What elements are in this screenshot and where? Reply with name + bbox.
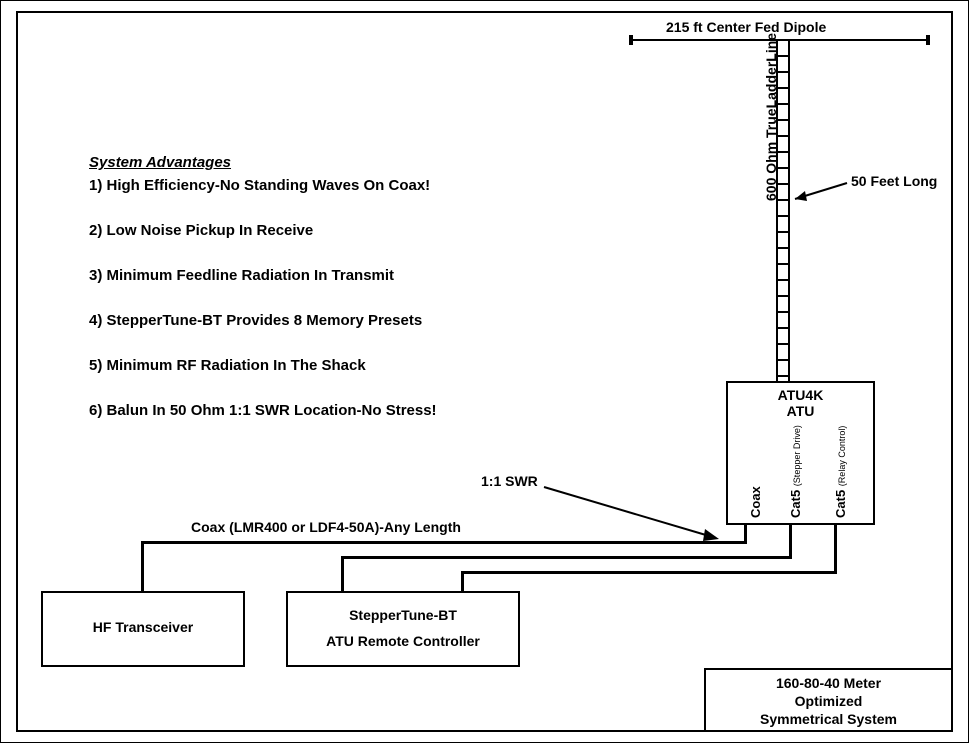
atu-title-2: ATU — [728, 403, 873, 419]
advantages-heading: System Advantages — [89, 154, 231, 171]
advantage-item: 6) Balun In 50 Ohm 1:1 SWR Location-No S… — [89, 402, 437, 419]
steppertune-label-2: ATU Remote Controller — [288, 633, 518, 649]
coax-wire-h — [141, 541, 747, 544]
advantage-item: 5) Minimum RF Radiation In The Shack — [89, 357, 366, 374]
cat5b-wire-v1 — [834, 523, 837, 573]
diagram-canvas: 215 ft Center Fed Dipole 600 Ohm TrueLad… — [0, 0, 969, 743]
advantage-item: 2) Low Noise Pickup In Receive — [89, 222, 313, 239]
cat5b-wire-h — [461, 571, 837, 574]
atu-title-1: ATU4K — [728, 387, 873, 403]
hf-transceiver-label: HF Transceiver — [43, 619, 243, 635]
coax-wire-v2 — [141, 541, 144, 593]
title-box: 160-80-40 Meter Optimized Symmetrical Sy… — [704, 668, 953, 732]
cat5b-wire-v2 — [461, 571, 464, 593]
atu-port-cat5a: Cat5 (Stepper Drive) — [788, 425, 803, 518]
hf-transceiver-box: HF Transceiver — [41, 591, 245, 667]
coax-wire-v1 — [744, 523, 747, 543]
advantage-item: 1) High Efficiency-No Standing Waves On … — [89, 177, 430, 194]
advantage-item: 4) StepperTune-BT Provides 8 Memory Pres… — [89, 312, 422, 329]
coax-run-label: Coax (LMR400 or LDF4-50A)-Any Length — [191, 519, 461, 535]
cat5a-wire-v2 — [341, 556, 344, 593]
title-line-1: 160-80-40 Meter — [706, 674, 951, 692]
steppertune-box: StepperTune-BT ATU Remote Controller — [286, 591, 520, 667]
steppertune-label-1: StepperTune-BT — [288, 607, 518, 623]
swr-label: 1:1 SWR — [481, 473, 538, 489]
atu-box: ATU4K ATU Coax Cat5 (Stepper Drive) Cat5… — [726, 381, 875, 525]
cat5a-wire-h — [341, 556, 792, 559]
advantage-item: 3) Minimum Feedline Radiation In Transmi… — [89, 267, 394, 284]
atu-port-cat5b: Cat5 (Relay Control) — [833, 426, 848, 518]
atu-port-coax: Coax — [748, 486, 763, 518]
cat5a-wire-v1 — [789, 523, 792, 558]
title-line-2: Optimized — [706, 692, 951, 710]
title-line-3: Symmetrical System — [706, 710, 951, 728]
